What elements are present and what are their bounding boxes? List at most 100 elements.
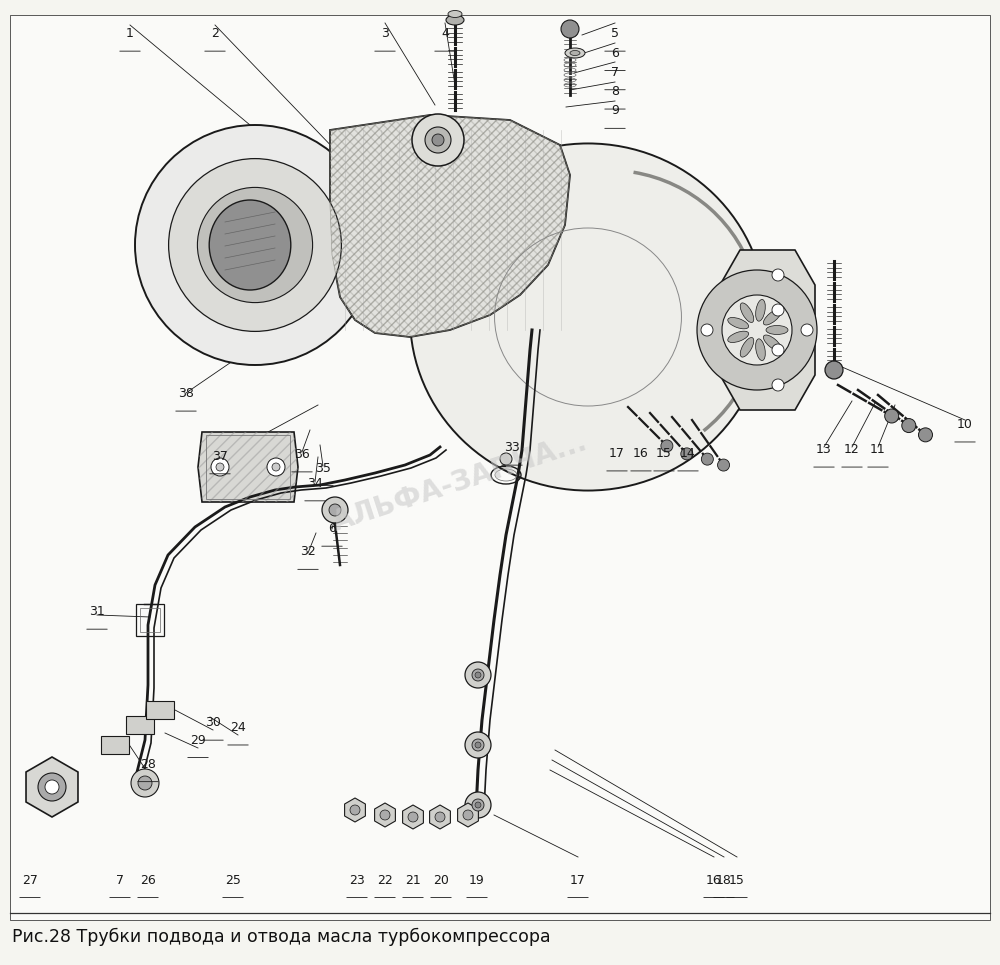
Circle shape	[408, 812, 418, 822]
Circle shape	[38, 773, 66, 801]
Text: 14: 14	[680, 447, 696, 460]
Text: 7: 7	[611, 66, 619, 79]
Circle shape	[465, 792, 491, 818]
Ellipse shape	[766, 325, 788, 335]
Text: 16: 16	[633, 447, 649, 460]
Circle shape	[902, 419, 916, 432]
Text: 22: 22	[377, 873, 393, 887]
Text: Рис.28 Трубки подвода и отвода масла турбокомпрессора: Рис.28 Трубки подвода и отвода масла тур…	[12, 928, 551, 946]
Text: 13: 13	[816, 443, 832, 456]
Circle shape	[322, 497, 348, 523]
Circle shape	[329, 504, 341, 516]
Circle shape	[701, 454, 713, 465]
Circle shape	[772, 304, 784, 316]
Text: 5: 5	[611, 27, 619, 41]
Circle shape	[561, 20, 579, 38]
Polygon shape	[330, 115, 570, 337]
Polygon shape	[26, 757, 78, 817]
Ellipse shape	[740, 303, 754, 322]
Circle shape	[722, 295, 792, 365]
Circle shape	[472, 669, 484, 681]
Circle shape	[216, 463, 224, 471]
Circle shape	[472, 799, 484, 811]
Text: 4: 4	[441, 27, 449, 41]
Circle shape	[435, 812, 445, 822]
Circle shape	[45, 780, 59, 794]
Circle shape	[475, 742, 481, 748]
Text: 33: 33	[504, 441, 520, 455]
Circle shape	[918, 427, 932, 442]
Circle shape	[463, 810, 473, 820]
Text: 17: 17	[609, 447, 625, 460]
Circle shape	[380, 810, 390, 820]
Circle shape	[197, 187, 313, 303]
Circle shape	[267, 458, 285, 476]
Ellipse shape	[448, 11, 462, 17]
Ellipse shape	[446, 15, 464, 25]
FancyBboxPatch shape	[146, 701, 174, 719]
Circle shape	[425, 127, 451, 153]
Polygon shape	[198, 432, 298, 502]
FancyBboxPatch shape	[101, 736, 129, 754]
Text: 7: 7	[116, 873, 124, 887]
Circle shape	[472, 739, 484, 751]
Circle shape	[169, 158, 341, 331]
Text: 15: 15	[729, 873, 745, 887]
Circle shape	[272, 463, 280, 471]
Text: 38: 38	[178, 387, 194, 400]
Text: 24: 24	[230, 721, 246, 734]
Text: 18: 18	[716, 873, 732, 887]
Ellipse shape	[763, 335, 781, 350]
Circle shape	[661, 440, 673, 452]
Text: 3: 3	[381, 27, 389, 41]
Text: 21: 21	[405, 873, 421, 887]
Text: 8: 8	[611, 85, 619, 98]
Polygon shape	[345, 798, 365, 822]
Polygon shape	[458, 803, 478, 827]
Circle shape	[412, 114, 464, 166]
Text: 27: 27	[22, 873, 38, 887]
Ellipse shape	[565, 48, 585, 58]
Circle shape	[772, 269, 784, 281]
Ellipse shape	[740, 338, 754, 357]
Text: 16: 16	[706, 873, 722, 887]
Text: 10: 10	[957, 418, 973, 431]
Text: 12: 12	[844, 443, 860, 456]
Text: 15: 15	[656, 447, 672, 460]
Text: 31: 31	[89, 605, 105, 619]
Polygon shape	[430, 805, 450, 829]
Circle shape	[138, 776, 152, 790]
Circle shape	[350, 805, 360, 815]
Circle shape	[211, 458, 229, 476]
Text: 1: 1	[126, 27, 134, 41]
Text: 25: 25	[225, 873, 241, 887]
Text: 35: 35	[315, 461, 331, 475]
Circle shape	[885, 409, 899, 423]
Text: 6: 6	[611, 46, 619, 60]
Text: 2: 2	[211, 27, 219, 41]
FancyBboxPatch shape	[126, 716, 154, 734]
Text: 32: 32	[300, 545, 316, 559]
Text: 20: 20	[433, 873, 449, 887]
Circle shape	[697, 270, 817, 390]
Ellipse shape	[570, 50, 580, 56]
Circle shape	[465, 732, 491, 758]
Text: 19: 19	[469, 873, 485, 887]
Text: 9: 9	[611, 104, 619, 118]
Text: 37: 37	[212, 450, 228, 463]
Text: 23: 23	[349, 873, 365, 887]
Ellipse shape	[756, 339, 765, 361]
Text: 17: 17	[570, 873, 586, 887]
Polygon shape	[720, 250, 815, 410]
Circle shape	[772, 344, 784, 356]
Circle shape	[475, 802, 481, 808]
Circle shape	[432, 134, 444, 146]
Ellipse shape	[728, 317, 749, 329]
Text: 34: 34	[307, 477, 323, 490]
Text: 6: 6	[328, 522, 336, 536]
Text: 11: 11	[870, 443, 886, 456]
Circle shape	[801, 324, 813, 336]
Circle shape	[135, 125, 375, 365]
Polygon shape	[403, 805, 423, 829]
Text: АЛЬФА-ЗАПЧА...: АЛЬФА-ЗАПЧА...	[329, 428, 591, 537]
